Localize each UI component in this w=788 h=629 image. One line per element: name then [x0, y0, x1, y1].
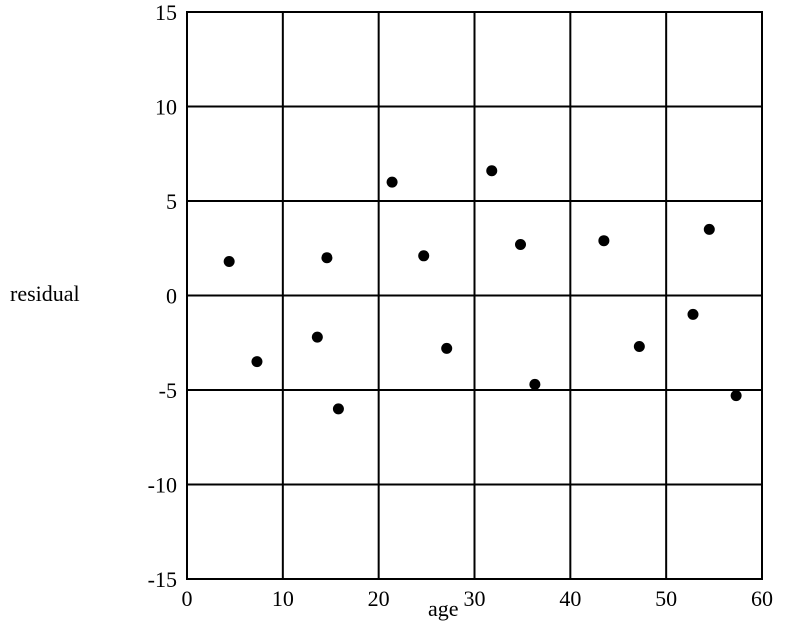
data-point [529, 378, 541, 390]
y-tick-label: 10 [155, 95, 177, 120]
data-point [332, 403, 344, 415]
data-point [251, 356, 263, 368]
y-tick-label: -15 [148, 567, 177, 592]
x-tick-label: 40 [559, 586, 581, 611]
y-tick-label: 5 [166, 189, 177, 214]
data-point [687, 308, 699, 320]
data-point [311, 331, 323, 343]
x-tick-label: 20 [368, 586, 390, 611]
y-tick-label: -10 [148, 473, 177, 498]
data-point [730, 390, 742, 402]
data-point [515, 238, 526, 250]
y-tick-label: -5 [159, 378, 177, 403]
data-point [598, 235, 610, 247]
data-points [223, 165, 742, 415]
y-axis-ticks: -15 -10 -5 0 5 10 15 [148, 0, 177, 592]
data-point [321, 252, 333, 264]
y-tick-label: 15 [155, 0, 177, 25]
x-tick-label: 0 [182, 586, 193, 611]
x-axis-ticks: 0 10 20 30 40 50 60 [182, 586, 774, 611]
y-tick-label: 0 [166, 284, 177, 309]
x-tick-label: 30 [464, 586, 486, 611]
x-tick-label: 60 [751, 586, 773, 611]
y-axis-label: residual [10, 281, 80, 306]
gridlines [187, 12, 762, 579]
data-point [418, 250, 430, 262]
plot-border [186, 11, 763, 580]
data-point [386, 176, 398, 188]
data-point [486, 165, 498, 177]
plot-frame [186, 11, 763, 580]
data-point [703, 223, 715, 235]
x-axis-label: age [428, 596, 459, 621]
x-tick-label: 10 [272, 586, 294, 611]
data-point [633, 341, 645, 353]
data-point [441, 342, 453, 354]
x-tick-label: 50 [655, 586, 677, 611]
data-point [223, 255, 235, 267]
